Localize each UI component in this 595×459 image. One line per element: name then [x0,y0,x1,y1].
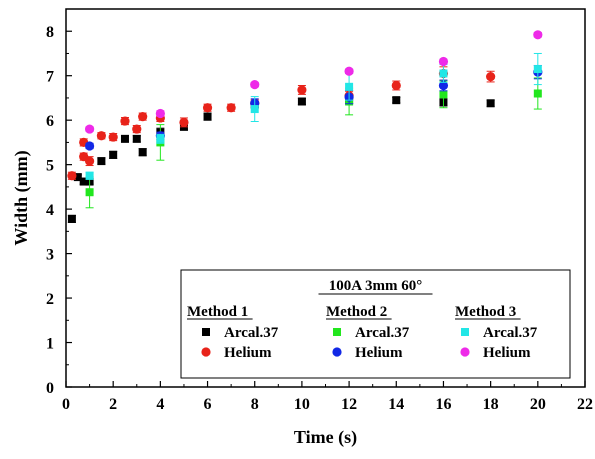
legend-box [180,269,571,379]
series-method-1-arcal-37 [67,96,495,223]
data-marks [67,30,543,223]
marker-square [439,90,448,99]
x-tick-label: 6 [204,396,212,413]
x-tick-label: 22 [577,396,593,413]
series-method-3-arcal-37 [85,52,542,180]
series-method-2-helium [84,64,543,151]
marker-circle [202,103,213,113]
x-tick-label: 12 [341,396,357,413]
marker-square [345,82,354,91]
x-tick-label: 4 [156,396,164,413]
legend-group-label: Method 2 [326,304,387,320]
x-tick-label: 16 [435,396,451,413]
marker-circle [84,141,95,151]
y-tick-label: 3 [46,247,54,264]
marker-square [203,112,212,121]
legend-entry-label: Arcal.37 [483,325,538,341]
marker-square [120,134,129,143]
x-tick-label: 0 [62,396,70,413]
marker-circle [67,171,77,181]
series-method-3-helium [84,30,543,134]
marker-square [439,69,448,78]
legend-items: Method 1 Arcal.37 Helium Method 2 Arcal.37 He… [187,304,538,361]
marker-square [73,173,82,182]
marker-circle [120,116,130,126]
marker-square [67,214,76,223]
y-tick-label: 0 [46,380,54,397]
legend-entry-label: Helium [483,345,531,361]
marker-square [132,134,141,143]
marker-square [85,171,94,180]
marker-circle [179,117,189,127]
marker-square [486,99,495,108]
series-method-2-arcal-37 [85,77,542,209]
x-tick-label: 20 [530,396,546,413]
legend: 100A 3mm 60° Method 1Arcal.37HeliumMetho… [180,269,571,379]
legend-entry-label: Helium [355,345,403,361]
marker-circle [297,85,307,95]
marker-circle [438,56,449,67]
marker-square [392,96,401,105]
legend-title: 100A 3mm 60° [329,278,423,294]
marker-square [109,150,118,159]
y-tick-label: 2 [46,291,54,308]
marker-square [156,134,165,143]
y-tick-label: 5 [46,158,54,175]
marker-circle [533,30,543,40]
marker-circle [201,347,211,357]
marker-square [461,328,469,336]
marker-circle [138,112,148,122]
marker-circle [132,124,142,134]
x-axis-title: Time (s) [294,427,357,448]
marker-circle [155,108,165,119]
marker-circle [391,80,401,91]
marker-square [297,97,306,106]
series-method-1-helium [67,66,496,181]
y-tick-label: 6 [46,113,54,130]
y-tick-label: 4 [46,202,54,219]
marker-square [533,65,542,74]
legend-entry-label: Arcal.37 [224,325,279,341]
marker-square [85,188,94,197]
x-tick-label: 18 [483,396,499,413]
marker-circle [332,347,342,357]
marker-circle [84,156,95,166]
marker-circle [108,132,118,142]
legend-entry-label: Arcal.37 [355,325,410,341]
marker-square [138,148,147,157]
marker-circle [84,124,95,134]
x-tick-label: 8 [251,396,259,413]
legend-group-label: Method 1 [187,304,248,320]
marker-circle [344,66,354,76]
marker-circle [250,80,260,90]
marker-square [202,328,210,336]
y-tick-label: 8 [46,24,54,41]
marker-circle [226,103,236,113]
x-tick-label: 2 [109,396,117,413]
legend-entry-label: Helium [224,345,272,361]
marker-circle [438,80,449,91]
marker-circle [96,131,106,141]
x-tick-label: 14 [388,396,404,413]
y-tick-label: 1 [46,336,54,353]
marker-square [533,89,542,98]
marker-square [79,177,88,186]
x-tick-label: 10 [294,396,310,413]
marker-square [97,157,106,166]
legend-group-label: Method 3 [455,304,516,320]
marker-circle [460,347,470,357]
marker-circle [486,71,496,82]
y-tick-label: 7 [46,69,54,86]
marker-square [333,328,341,336]
marker-square [250,105,259,114]
y-axis-title: Width (mm) [11,150,32,245]
